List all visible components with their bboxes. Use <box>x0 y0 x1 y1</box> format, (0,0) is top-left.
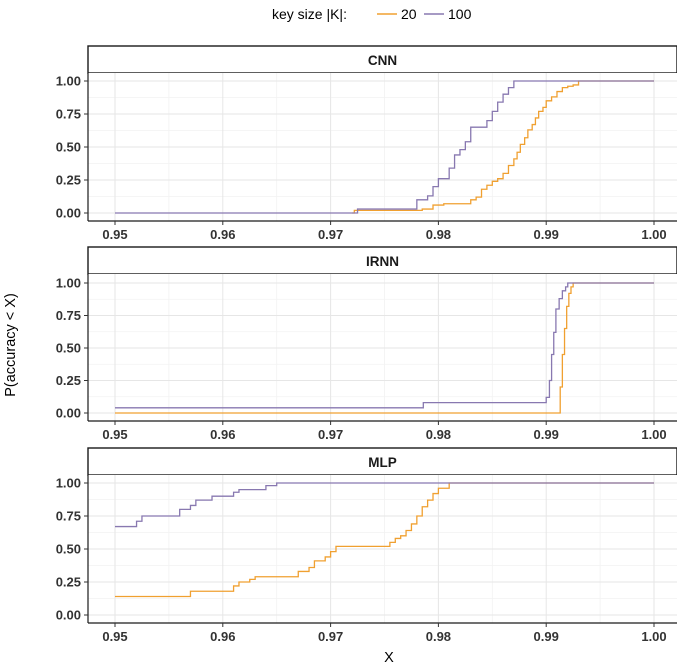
strip-label: CNN <box>368 53 397 68</box>
y-tick-label: 0.50 <box>56 140 81 155</box>
panel-irnn: IRNN 0.00 0.25 0.50 0.75 1.00 0.95 0.96 0.97 0.98… <box>56 246 677 442</box>
series-line-100 <box>115 80 654 214</box>
y-tick-label: 1.00 <box>56 276 81 291</box>
y-tick-label: 0.75 <box>56 308 81 323</box>
series-line-20 <box>115 482 654 598</box>
y-axis-title: P(accuracy < X) <box>3 293 19 397</box>
panel-mlp: MLP 0.00 0.25 0.50 0.75 1.00 0.95 0.96 0.97 0.98 0… <box>56 447 677 644</box>
x-tick-label: 0.96 <box>210 427 235 442</box>
y-tick-label: 0.75 <box>56 107 81 122</box>
x-tick-label: 1.00 <box>641 427 666 442</box>
y-tick-label: 0.00 <box>56 406 81 421</box>
strip-background <box>87 246 677 275</box>
x-tick-label: 0.98 <box>426 227 451 242</box>
y-tick-label: 0.00 <box>56 206 81 221</box>
x-tick-label: 0.95 <box>102 227 127 242</box>
panels: CNN 0.00 0.25 0.50 0.75 1.00 0.95 0.96 0.97 0.98 0… <box>56 45 677 644</box>
y-tick-label: 0.00 <box>56 608 81 623</box>
x-axis-title: X <box>384 650 394 666</box>
x-tick-label: 0.96 <box>210 227 235 242</box>
y-tick-label: 0.75 <box>56 509 81 524</box>
x-tick-label: 0.97 <box>318 427 343 442</box>
y-tick-label: 0.25 <box>56 373 81 388</box>
strip-label: IRNN <box>366 254 399 269</box>
x-tick-label: 0.98 <box>426 629 451 644</box>
series-line-100 <box>115 482 654 528</box>
x-tick-label: 0.97 <box>318 227 343 242</box>
legend-label-20: 20 <box>401 6 417 22</box>
x-tick-label: 0.99 <box>534 629 559 644</box>
y-tick-label: 0.50 <box>56 542 81 557</box>
strip-label: MLP <box>368 455 397 470</box>
x-tick-label: 0.98 <box>426 427 451 442</box>
series-line-20 <box>115 282 654 414</box>
x-tick-label: 0.99 <box>534 427 559 442</box>
y-tick-label: 0.25 <box>56 173 81 188</box>
strip-background <box>87 45 677 74</box>
legend-title: key size |K|: <box>272 6 347 22</box>
x-tick-label: 1.00 <box>641 629 666 644</box>
x-tick-label: 0.97 <box>318 629 343 644</box>
series-line-20 <box>352 80 654 214</box>
legend-label-100: 100 <box>448 6 472 22</box>
y-tick-label: 1.00 <box>56 476 81 491</box>
x-tick-label: 0.95 <box>102 427 127 442</box>
y-tick-label: 0.25 <box>56 575 81 590</box>
x-tick-label: 0.95 <box>102 629 127 644</box>
y-tick-label: 0.50 <box>56 341 81 356</box>
x-tick-label: 1.00 <box>641 227 666 242</box>
legend: key size |K|: 20 100 <box>272 6 472 22</box>
y-tick-label: 1.00 <box>56 74 81 89</box>
series-line-100 <box>115 282 654 409</box>
x-tick-label: 0.99 <box>534 227 559 242</box>
x-tick-label: 0.96 <box>210 629 235 644</box>
panel-cnn: CNN 0.00 0.25 0.50 0.75 1.00 0.95 0.96 0.97 0.98 0… <box>56 45 677 242</box>
